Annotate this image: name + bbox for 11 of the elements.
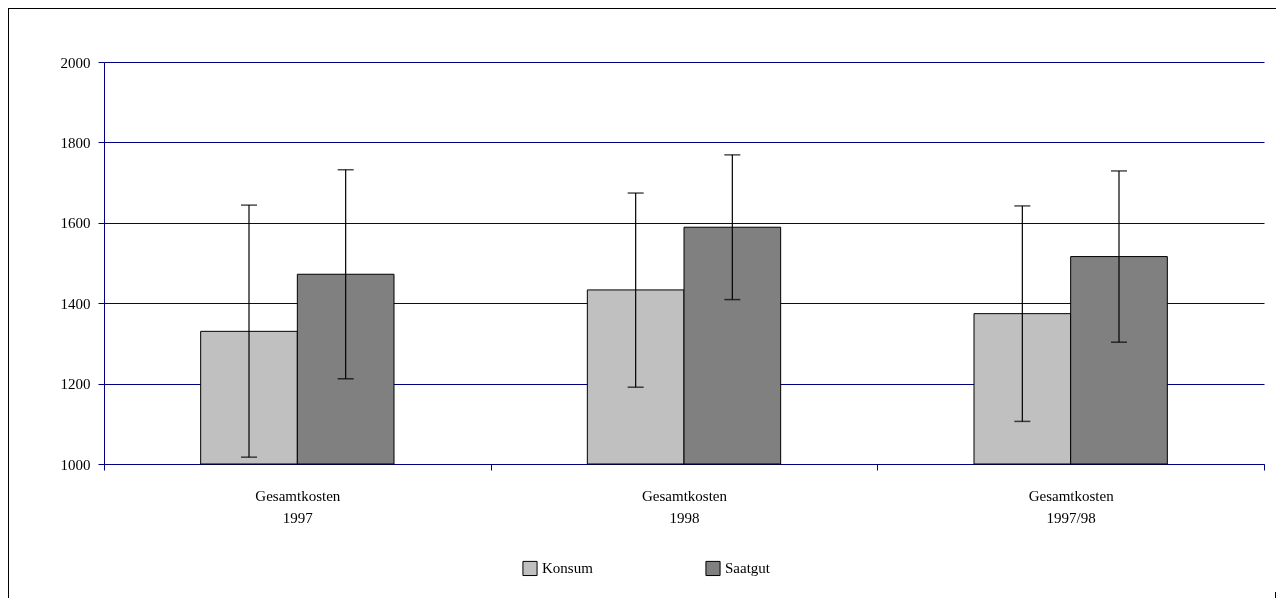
- x-tick-label: Gesamtkosten 1997: [255, 487, 341, 526]
- x-tick-label: Gesamtkosten 1998: [642, 487, 728, 526]
- legend-label: Saatgut: [725, 560, 771, 577]
- y-tick-label: 1400: [60, 295, 91, 312]
- y-tick-label: 1000: [60, 456, 91, 473]
- y-tick-label: 1600: [60, 215, 91, 232]
- y-tick-label: 1200: [60, 376, 91, 393]
- y-tick-label: 1800: [60, 134, 91, 151]
- legend-label: Konsum: [542, 560, 594, 577]
- x-tick-label: Gesamtkosten 1997/98: [1028, 487, 1115, 526]
- y-tick-label: 2000: [60, 54, 91, 71]
